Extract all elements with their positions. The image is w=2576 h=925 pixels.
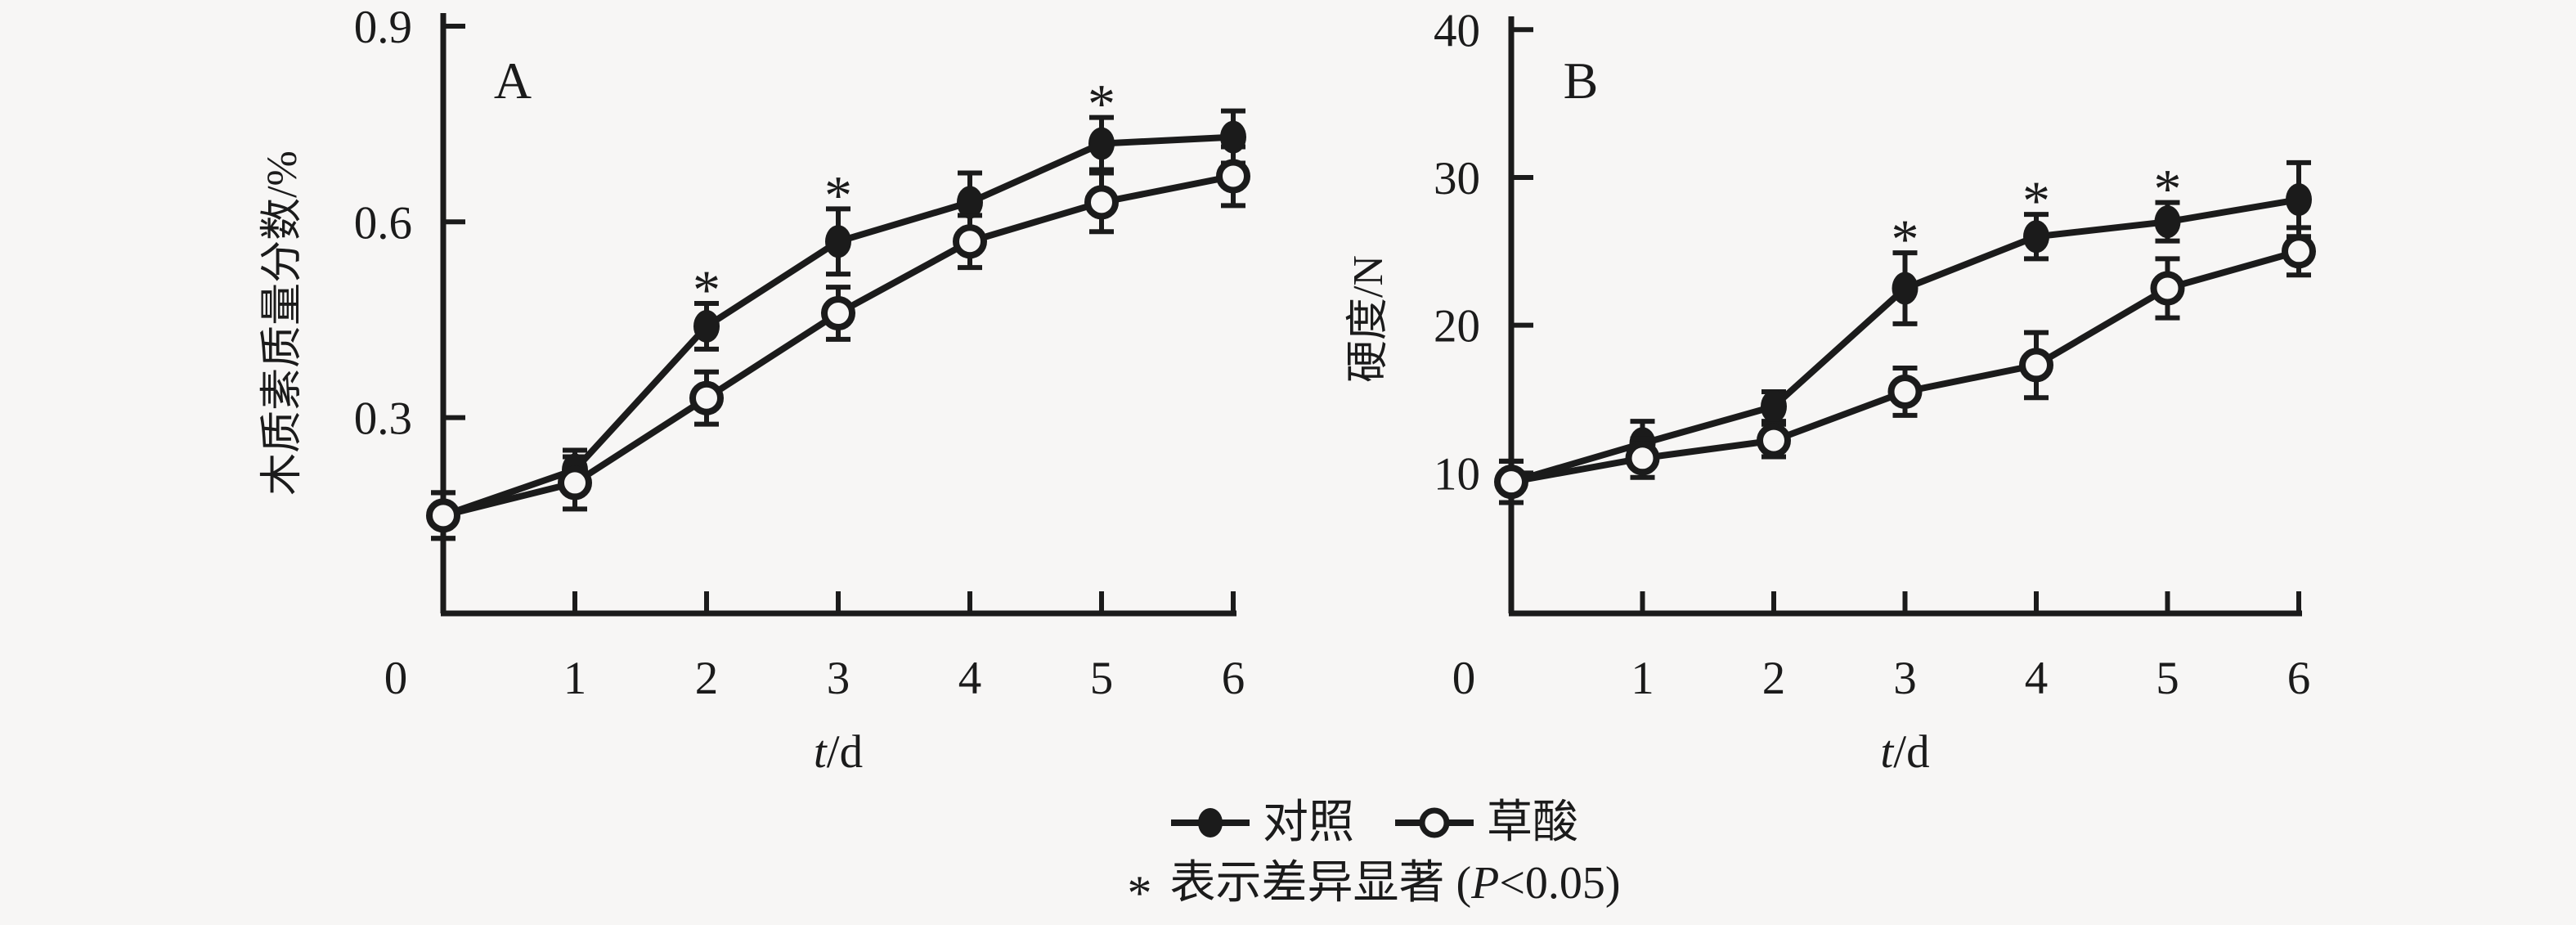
open-circle-marker [821, 296, 855, 330]
significance-note-text: 表示差异显著 (P<0.05) [1169, 860, 1620, 906]
chart-panel-a: 0.3 0.6 0.9 0 1 2 3 4 5 6 At/d 木质素质量分数/% * * * [259, 2, 1250, 777]
open-circle-marker [1494, 465, 1528, 500]
open-circle-marker [953, 224, 987, 259]
figure-footer: 对照 草酸 * 表示差异显著 (P<0.05) [86, 793, 2576, 920]
asterisk-mark: * [1892, 208, 1919, 270]
y-tick-label: 20 [1434, 301, 1480, 352]
open-circle-marker [1625, 441, 1660, 476]
asterisk-mark: * [693, 258, 720, 321]
x-tick-label: 5 [1090, 653, 1114, 704]
x-tick-label: 2 [695, 653, 719, 704]
open-circle-marker [1216, 159, 1250, 194]
open-circle-marker [558, 465, 592, 501]
filled-circle-marker [1761, 390, 1787, 424]
filled-circle-marker [693, 309, 720, 343]
filled-circle-marker [2286, 183, 2312, 217]
asterisk-mark: * [1088, 73, 1115, 135]
significance-marks: * * * [1892, 158, 2182, 270]
x-tick-label: 4 [2025, 653, 2049, 704]
open-circle-marker [689, 380, 724, 415]
open-circle-markers [426, 159, 1250, 533]
filled-circle-marker [957, 186, 983, 219]
asterisk-mark: * [824, 164, 852, 226]
x-ticks: 0 1 2 3 4 5 6 [1452, 591, 2311, 704]
x-tick-label: 0 [384, 653, 408, 704]
y-ticks: 10 20 30 40 [1434, 5, 1533, 500]
series-oxalic [1494, 225, 2316, 505]
x-tick-label: 1 [563, 653, 587, 704]
y-tick-label: 0.9 [354, 2, 412, 53]
x-tick-label: 3 [1893, 653, 1917, 704]
x-axis-title: t/d [1880, 726, 1929, 777]
x-tick-label: 0 [1452, 653, 1476, 704]
asterisk-mark: * [2154, 158, 2182, 220]
open-circle-marker [2150, 271, 2185, 306]
y-axis-title: 硬度/N [1345, 255, 1392, 383]
open-circle-marker [1887, 374, 1923, 409]
x-tick-label: 5 [2156, 653, 2179, 704]
significance-marks: * * * [693, 73, 1115, 321]
filled-circle-marker [1088, 127, 1115, 160]
x-axis-title: t/d [814, 726, 863, 777]
legend-item-oxalic: 草酸 [1393, 800, 1578, 846]
panel-label: B [1564, 52, 1599, 110]
filled-circle-marker [825, 225, 851, 258]
y-tick-label: 0.3 [354, 393, 412, 445]
open-circle-markers [1494, 234, 2316, 500]
y-axis-title: 木质素质量分数/% [259, 150, 306, 496]
open-circle-marker [1084, 185, 1119, 220]
legend: 对照 草酸 [86, 793, 2576, 852]
filled-circle-marker [1892, 272, 1919, 305]
legend-label-control: 对照 [1263, 797, 1354, 848]
y-tick-label: 10 [1434, 448, 1480, 500]
y-tick-label: 40 [1434, 5, 1480, 56]
asterisk-symbol: * [1127, 866, 1152, 920]
asterisk-mark: * [2022, 169, 2050, 231]
note-text-part: 表示差异显著 ( [1169, 858, 1472, 909]
filled-circle-marker [2154, 205, 2181, 239]
x-tick-label: 1 [1631, 653, 1654, 704]
open-circle-marker-icon [1395, 807, 1474, 838]
panel-label: A [494, 52, 532, 110]
filled-circle-marker [2023, 220, 2049, 254]
x-tick-label: 3 [827, 653, 850, 704]
y-ticks: 0.3 0.6 0.9 [354, 2, 465, 445]
x-tick-label: 4 [958, 653, 982, 704]
x-ticks: 0 1 2 3 4 5 6 [384, 591, 1245, 704]
open-circle-marker [2019, 348, 2053, 383]
x-tick-label: 6 [1222, 653, 1245, 704]
x-tick-label: 6 [2287, 653, 2311, 704]
significance-note: * 表示差异显著 (P<0.05) [86, 857, 2576, 920]
legend-item-control: 对照 [1169, 800, 1354, 846]
y-tick-label: 30 [1434, 153, 1480, 204]
y-tick-label: 0.6 [354, 197, 412, 249]
chart-panel-b: 10 20 30 40 0 1 2 3 4 5 6 Bt/d 硬度/N * * * [1345, 5, 2316, 777]
series-oxalic [426, 144, 1250, 541]
open-circle-marker [2282, 234, 2316, 269]
note-text-part: <0.05) [1499, 858, 1621, 909]
open-circle-marker [426, 498, 460, 533]
filled-circle-marker-icon [1171, 808, 1250, 837]
p-value-variable: P [1471, 858, 1500, 909]
x-tick-label: 2 [1762, 653, 1786, 704]
legend-label-oxalic: 草酸 [1487, 797, 1578, 848]
open-circle-marker [1757, 423, 1791, 458]
